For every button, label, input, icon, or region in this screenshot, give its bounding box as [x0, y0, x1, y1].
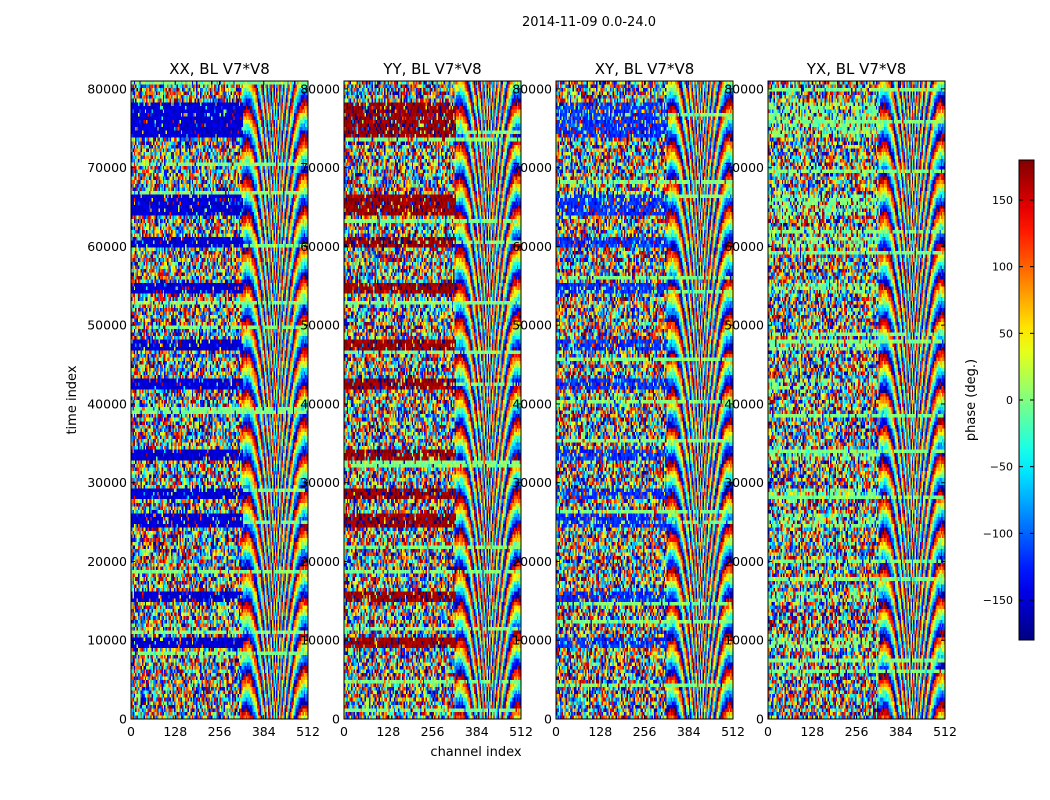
y-tick-label: 20000 [300, 554, 340, 569]
panel-title: XY, BL V7*V8 [595, 60, 695, 78]
y-tick-label: 80000 [300, 81, 340, 96]
y-tick-label: 0 [544, 712, 552, 727]
y-tick-label: 0 [756, 712, 764, 727]
y-tick-label: 30000 [512, 475, 552, 490]
x-tick-label: 128 [376, 724, 400, 739]
colorbar-tick-label: −150 [983, 594, 1013, 607]
y-tick-label: 0 [119, 712, 127, 727]
y-tick-label: 40000 [87, 396, 127, 411]
panel-title: YY, BL V7*V8 [382, 60, 481, 78]
colorbar-tick-label: 0 [1006, 394, 1013, 407]
x-tick-label: 256 [845, 724, 869, 739]
y-tick-label: 50000 [512, 318, 552, 333]
colorbar: −150 −100 −50 0 50 100 150 [983, 159, 1035, 641]
colorbar-label: phase (deg.) [964, 359, 979, 441]
x-tick-label: 128 [800, 724, 824, 739]
x-tick-label: 512 [296, 724, 320, 739]
y-tick-label: 20000 [87, 554, 127, 569]
y-tick-label: 40000 [300, 396, 340, 411]
x-tick-label: 0 [764, 724, 772, 739]
x-tick-label: 384 [252, 724, 276, 739]
y-tick-label: 80000 [512, 81, 552, 96]
y-tick-label: 10000 [300, 633, 340, 648]
x-tick-label: 384 [677, 724, 701, 739]
x-tick-label: 0 [340, 724, 348, 739]
y-tick-label: 60000 [300, 239, 340, 254]
y-tick-label: 30000 [300, 475, 340, 490]
x-tick-label: 384 [465, 724, 489, 739]
y-tick-label: 60000 [87, 239, 127, 254]
x-tick-label: 0 [127, 724, 135, 739]
x-tick-label: 128 [588, 724, 612, 739]
y-tick-label: 80000 [87, 81, 127, 96]
heatmap-image [344, 81, 521, 719]
y-tick-label: 60000 [512, 239, 552, 254]
y-tick-label: 70000 [87, 160, 127, 175]
x-tick-label: 256 [208, 724, 232, 739]
colorbar-tick-label: −50 [990, 461, 1013, 474]
y-tick-label: 80000 [724, 81, 764, 96]
panel-0: XX, BL V7*V8 0 128 256 384 512 0 10000 20000 3000… [87, 60, 320, 739]
colorbar-tick-label: 150 [992, 194, 1013, 207]
colorbar-tick-label: 50 [999, 327, 1013, 340]
y-tick-label: 50000 [724, 318, 764, 333]
x-tick-label: 512 [509, 724, 533, 739]
y-tick-label: 70000 [724, 160, 764, 175]
x-tick-label: 512 [933, 724, 957, 739]
x-tick-label: 256 [421, 724, 445, 739]
y-tick-label: 20000 [724, 554, 764, 569]
heatmap-image [768, 81, 945, 719]
x-tick-label: 0 [552, 724, 560, 739]
heatmap-image [131, 81, 308, 719]
panel-2: XY, BL V7*V8 0 128 256 384 512 0 10000 20000 3000… [512, 60, 745, 739]
y-tick-label: 10000 [724, 633, 764, 648]
y-tick-label: 40000 [512, 396, 552, 411]
y-tick-label: 70000 [300, 160, 340, 175]
panel-3: YX, BL V7*V8 0 128 256 384 512 0 10000 20000 3000… [724, 60, 957, 739]
x-tick-label: 128 [163, 724, 187, 739]
y-axis-label: time index [65, 365, 80, 434]
y-tick-label: 50000 [300, 318, 340, 333]
y-tick-label: 10000 [512, 633, 552, 648]
x-tick-label: 512 [721, 724, 745, 739]
y-tick-label: 20000 [512, 554, 552, 569]
panels-group: XX, BL V7*V8 0 128 256 384 512 0 10000 20000 3000… [87, 60, 957, 739]
y-tick-label: 30000 [87, 475, 127, 490]
y-tick-label: 0 [332, 712, 340, 727]
y-tick-label: 60000 [724, 239, 764, 254]
x-tick-label: 384 [889, 724, 913, 739]
figure-suptitle: 2014-11-09 0.0-24.0 [522, 15, 656, 30]
y-tick-label: 30000 [724, 475, 764, 490]
y-tick-label: 70000 [512, 160, 552, 175]
colorbar-tick-label: 100 [992, 261, 1013, 274]
panel-title: XX, BL V7*V8 [169, 60, 270, 78]
y-tick-label: 10000 [87, 633, 127, 648]
panel-1: YY, BL V7*V8 0 128 256 384 512 0 10000 20000 3000… [300, 60, 533, 739]
y-tick-label: 50000 [87, 318, 127, 333]
x-tick-label: 256 [633, 724, 657, 739]
y-tick-label: 40000 [724, 396, 764, 411]
heatmap-image [556, 81, 733, 719]
colorbar-tick-label: −100 [983, 527, 1013, 540]
x-axis-label: channel index [430, 745, 521, 760]
panel-title: YX, BL V7*V8 [806, 60, 907, 78]
